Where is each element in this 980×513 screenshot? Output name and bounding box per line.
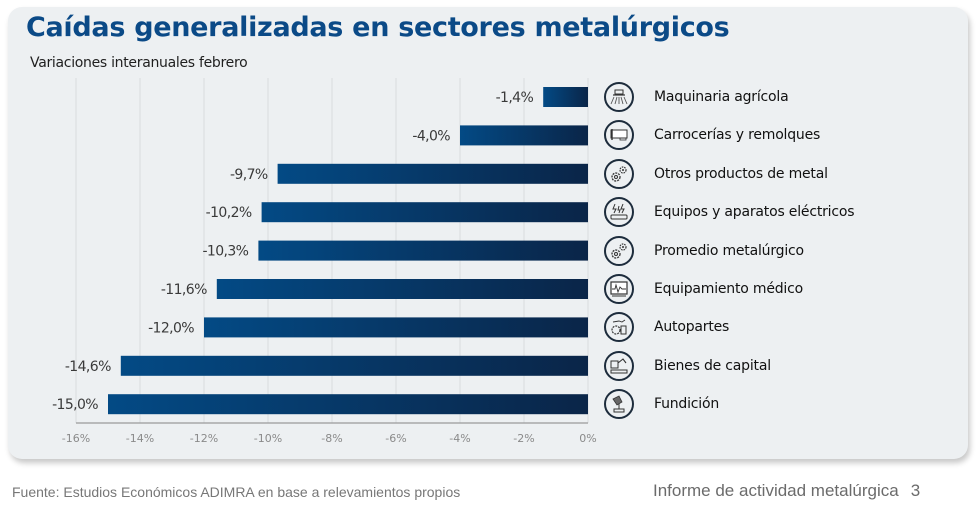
trailer-icon	[604, 120, 634, 151]
x-tick-label: -16%	[62, 432, 90, 445]
x-tick-label: -6%	[385, 432, 406, 445]
x-tick-label: -4%	[449, 432, 470, 445]
bar-value-label: -10,3%	[202, 244, 248, 260]
bar	[204, 317, 588, 338]
medical-monitor-icon	[604, 274, 634, 304]
chart-card	[8, 7, 968, 459]
legend-item: Carrocerías y remolques	[604, 117, 820, 153]
legend-item: Fundición	[604, 386, 719, 422]
bar	[216, 279, 589, 299]
bar	[277, 163, 588, 184]
legend-label: Equipamiento médico	[654, 281, 803, 297]
report-title: Informe de actividad metalúrgica	[653, 481, 899, 500]
legend-label: Maquinaria agrícola	[654, 89, 789, 105]
bar-value-label: -11,6%	[161, 282, 207, 298]
legend-item: Equipos y aparatos eléctricos	[604, 194, 855, 230]
bar	[543, 87, 588, 107]
bar	[460, 125, 588, 146]
page-number: 3	[910, 481, 921, 500]
bar-value-label: -14,6%	[65, 359, 111, 375]
gears-icon	[604, 235, 634, 266]
bar	[258, 240, 588, 261]
x-tick-label: -10%	[254, 432, 282, 445]
legend-label: Autopartes	[654, 319, 730, 336]
bar-value-label: -12,0%	[148, 320, 194, 336]
legend-label: Carrocerías y remolques	[654, 127, 821, 144]
legend-item: Promedio metalúrgico	[604, 233, 804, 269]
chart-subtitle: Variaciones interanuales febrero	[30, 55, 248, 71]
bar	[108, 394, 588, 415]
x-tick-label: -14%	[126, 432, 154, 445]
legend-item: Equipamiento médico	[604, 271, 803, 307]
bar-value-label: -15,0%	[52, 397, 98, 413]
value-labels: -1,4% -4,0% -9,7% -10,2% -10,3% -11,6% -12,0% -…	[52, 90, 534, 413]
electrical-equipment-icon	[604, 197, 634, 228]
bar-value-label: -1,4%	[496, 90, 534, 106]
source-note: Fuente: Estudios Económicos ADIMRA en ba…	[12, 484, 461, 500]
bar-value-label: -4,0%	[412, 128, 450, 144]
x-tick-label: -12%	[190, 432, 218, 445]
chart-title: Caídas generalizadas en sectores metalúr…	[26, 12, 730, 43]
tractor-icon	[604, 82, 634, 112]
legend-item: Otros productos de metal	[604, 156, 828, 192]
legend-label: Otros productos de metal	[654, 165, 828, 182]
x-tick-label: -2%	[513, 432, 534, 445]
foundry-ladle-icon	[604, 389, 634, 420]
bar-value-label: -10,2%	[206, 205, 252, 221]
legend-item: Bienes de capital	[604, 348, 771, 384]
x-tick-label: 0%	[579, 432, 596, 445]
bar	[120, 355, 589, 376]
legend-label: Bienes de capital	[654, 357, 771, 374]
robotic-arm-icon	[604, 350, 634, 381]
x-tick-label: -8%	[321, 432, 342, 445]
report-footer: Informe de actividad metalúrgica 3	[653, 481, 920, 501]
autoparts-icon	[604, 312, 634, 343]
gears-icon	[604, 158, 634, 189]
legend-label: Fundición	[654, 396, 720, 413]
legend-item: Autopartes	[604, 309, 729, 345]
legend-label: Equipos y aparatos eléctricos	[654, 204, 855, 221]
legend-item: Maquinaria agrícola	[604, 79, 789, 115]
bars	[108, 87, 589, 415]
legend-label: Promedio metalúrgico	[654, 242, 804, 259]
bar-value-label: -9,7%	[230, 167, 268, 183]
bar	[261, 202, 588, 223]
x-tick-labels: -16% -14% -12% -10% -8% -6% -4% -2% 0%	[62, 432, 597, 445]
